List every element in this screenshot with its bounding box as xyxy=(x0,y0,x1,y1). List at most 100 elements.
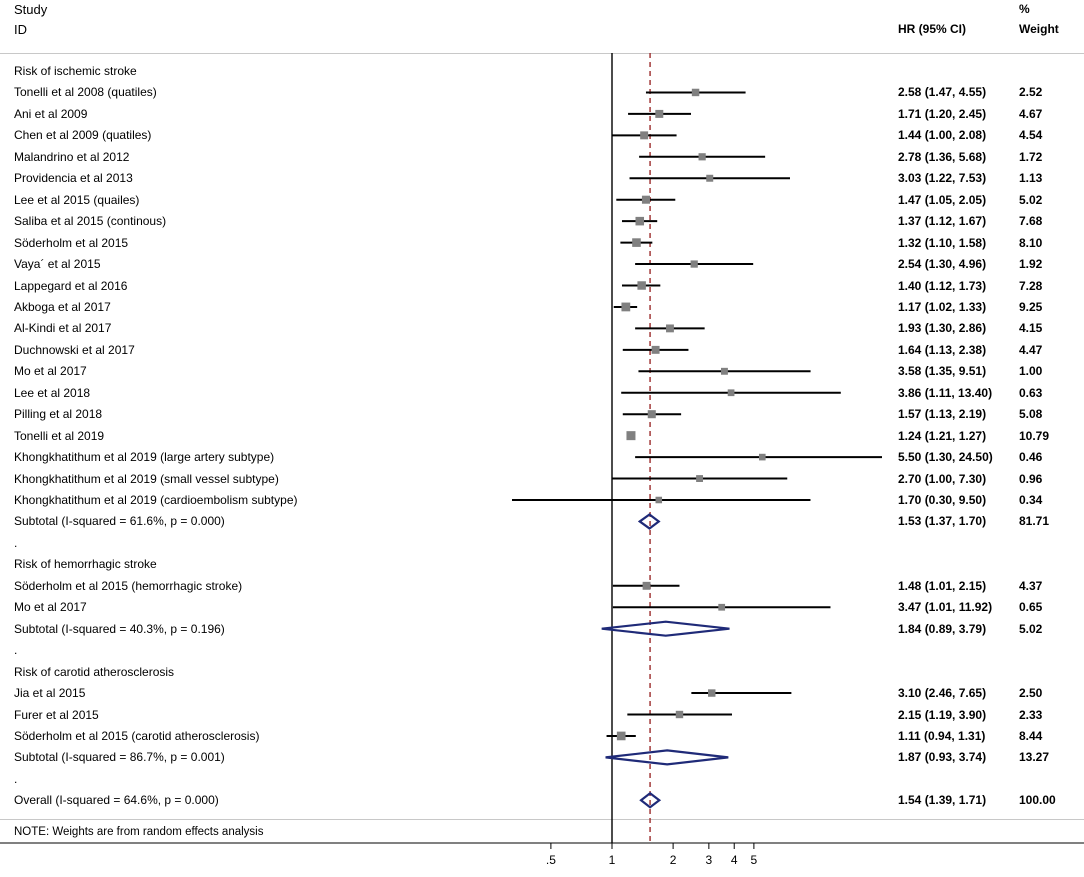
hr-ci-value: 1.11 (0.94, 1.31) xyxy=(898,728,986,743)
hr-ci-value: 1.53 (1.37, 1.70) xyxy=(898,514,987,529)
point-estimate-box xyxy=(708,689,716,697)
hr-ci-value: 1.93 (1.30, 2.86) xyxy=(898,321,987,336)
study-label: Jia et al 2015 xyxy=(14,686,86,701)
subtotal-diamond xyxy=(605,749,729,766)
hr-ci-value: 1.24 (1.21, 1.27) xyxy=(898,428,987,443)
study-label: Pilling et al 2018 xyxy=(14,407,103,422)
point-estimate-box xyxy=(651,345,660,354)
point-estimate-box xyxy=(626,431,636,441)
hr-ci-value: 2.58 (1.47, 4.55) xyxy=(898,85,987,100)
study-label: Tonelli et al 2019 xyxy=(14,428,105,443)
point-estimate-box xyxy=(637,281,646,290)
study-label: Furer et al 2015 xyxy=(14,707,99,722)
study-label: Söderholm et al 2015 (carotid atheroscle… xyxy=(14,728,260,743)
weight-value: 100.00 xyxy=(1019,793,1056,808)
hr-ci-value: 1.44 (1.00, 2.08) xyxy=(898,128,987,143)
point-estimate-box xyxy=(720,367,728,375)
point-estimate-box xyxy=(758,453,766,461)
hr-ci-value: 1.47 (1.05, 2.05) xyxy=(898,192,987,207)
weight-value: 1.00 xyxy=(1019,364,1043,379)
point-estimate-box xyxy=(642,581,651,590)
study-label: Ani et al 2009 xyxy=(14,106,88,121)
hr-ci-value: 1.17 (1.02, 1.33) xyxy=(898,299,987,314)
x-tick-label: 2 xyxy=(670,853,677,867)
id-header: ID xyxy=(14,22,27,37)
x-tick-label: 4 xyxy=(731,853,738,867)
study-label: Khongkhatithum et al 2019 (large artery … xyxy=(14,450,275,465)
study-label: Mo et al 2017 xyxy=(14,364,87,379)
point-estimate-box xyxy=(666,324,674,333)
header-rule xyxy=(0,53,1084,54)
x-tick-label: 3 xyxy=(706,853,713,867)
weight-value: 0.63 xyxy=(1019,385,1043,400)
hr-ci-header: HR (95% CI) xyxy=(898,22,967,36)
weight-value: 5.02 xyxy=(1019,192,1043,207)
subtotal-diamond xyxy=(601,620,730,637)
weights-note: NOTE: Weights are from random effects an… xyxy=(14,826,264,838)
study-label: Akboga et al 2017 xyxy=(14,299,111,314)
study-label: Khongkhatithum et al 2019 (cardioembolis… xyxy=(14,493,298,507)
hr-ci-value: 2.70 (1.00, 7.30) xyxy=(898,471,987,486)
hr-ci-value: 1.48 (1.01, 2.15) xyxy=(898,578,987,593)
hr-ci-value: 1.64 (1.13, 2.38) xyxy=(898,342,987,357)
weight-value: 4.67 xyxy=(1019,106,1043,121)
study-label: Malandrino et al 2012 xyxy=(14,149,130,164)
weight-value: 7.28 xyxy=(1019,278,1043,293)
weight-value: 7.68 xyxy=(1019,214,1043,229)
hr-ci-value: 1.32 (1.10, 1.58) xyxy=(898,235,987,250)
hr-ci-value: 1.71 (1.20, 2.45) xyxy=(898,106,987,121)
weight-header-pct: % xyxy=(1019,2,1030,16)
group-heading: Risk of ischemic stroke xyxy=(14,64,137,78)
hr-ci-value: 2.78 (1.36, 5.68) xyxy=(898,149,987,164)
subtotal-label: Subtotal (I-squared = 61.6%, p = 0.000) xyxy=(14,514,225,529)
hr-ci-value: 3.58 (1.35, 9.51) xyxy=(898,364,987,379)
weight-value: 8.10 xyxy=(1019,235,1043,250)
weight-value: 0.96 xyxy=(1019,471,1043,486)
weight-value: 0.65 xyxy=(1019,600,1043,615)
weight-value: 0.46 xyxy=(1019,450,1043,465)
point-estimate-box xyxy=(655,109,664,118)
point-estimate-box xyxy=(696,475,704,482)
row-spacer: . xyxy=(14,771,18,786)
hr-ci-value: 3.10 (2.46, 7.65) xyxy=(898,686,987,701)
weight-value: 5.08 xyxy=(1019,407,1043,422)
point-estimate-box xyxy=(727,389,735,397)
study-label: Vaya´ et al 2015 xyxy=(14,257,101,272)
study-label: Söderholm et al 2015 (hemorrhagic stroke… xyxy=(14,578,243,593)
point-estimate-box xyxy=(616,731,626,741)
weight-header: Weight xyxy=(1019,22,1059,36)
study-label: Chen et al 2009 (quatiles) xyxy=(14,128,152,143)
hr-ci-value: 1.87 (0.93, 3.74) xyxy=(898,750,987,765)
point-estimate-box xyxy=(621,302,631,312)
point-estimate-box xyxy=(698,153,706,161)
weight-value: 1.13 xyxy=(1019,171,1043,186)
hr-ci-value: 3.47 (1.01, 11.92) xyxy=(898,600,993,615)
weight-value: 1.72 xyxy=(1019,149,1043,164)
study-label: Tonelli et al 2008 (quatiles) xyxy=(14,85,157,100)
hr-ci-value: 2.15 (1.19, 3.90) xyxy=(898,707,987,722)
study-label: Khongkhatithum et al 2019 (small vessel … xyxy=(14,471,279,486)
point-estimate-box xyxy=(647,410,656,419)
weight-value: 2.52 xyxy=(1019,85,1043,100)
weight-value: 13.27 xyxy=(1019,750,1050,765)
weight-value: 0.34 xyxy=(1019,493,1043,507)
hr-ci-value: 1.70 (0.30, 9.50) xyxy=(898,493,987,507)
hr-ci-value: 3.86 (1.11, 13.40) xyxy=(898,385,993,400)
weight-value: 1.92 xyxy=(1019,257,1043,272)
study-label: Duchnowski et al 2017 xyxy=(14,342,135,357)
point-estimate-box xyxy=(691,88,700,97)
overall-label: Overall (I-squared = 64.6%, p = 0.000) xyxy=(14,793,219,808)
study-label: Mo et al 2017 xyxy=(14,600,87,615)
study-label: Söderholm et al 2015 xyxy=(14,235,129,250)
row-spacer: . xyxy=(14,643,18,658)
point-estimate-box xyxy=(718,603,726,611)
point-estimate-box xyxy=(706,174,714,182)
weight-value: 8.44 xyxy=(1019,728,1043,743)
study-header: Study xyxy=(14,2,48,17)
study-label: Lee et al 2018 xyxy=(14,385,91,400)
study-label: Al-Kindi et al 2017 xyxy=(14,321,112,336)
point-estimate-box xyxy=(635,216,645,226)
study-label: Lappegard et al 2016 xyxy=(14,278,128,293)
subtotal-diamond xyxy=(637,513,661,530)
